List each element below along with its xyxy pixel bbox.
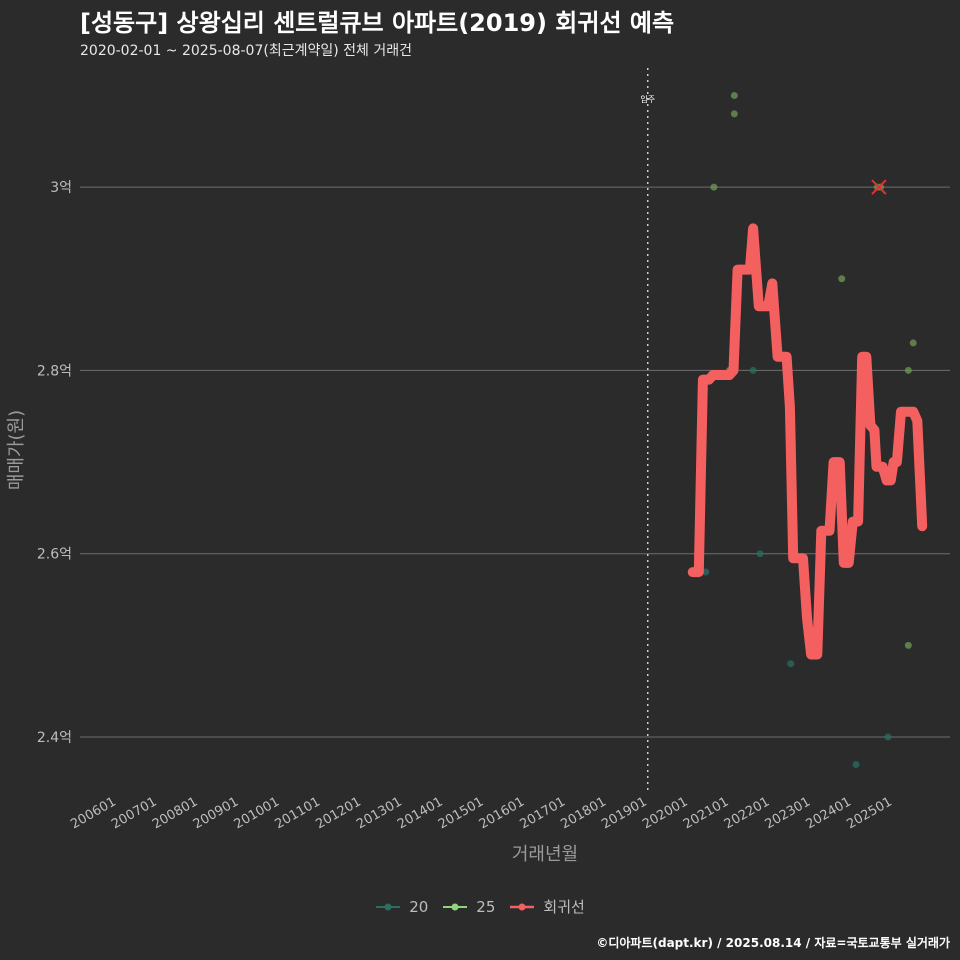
legend-item-regression: 회귀선 (509, 896, 585, 917)
scatter-point-20 (749, 366, 757, 374)
x-tick-label: 201601 (477, 794, 527, 832)
scatter-point-20 (852, 761, 860, 769)
x-tick-label: 200801 (150, 794, 200, 832)
scatter-point-25 (904, 641, 912, 649)
scatter-point-25 (838, 275, 846, 283)
x-tick-label: 202301 (763, 794, 813, 832)
x-tick-label: 201701 (518, 794, 568, 832)
scatter-point-25 (730, 110, 738, 118)
x-tick-label: 202401 (803, 794, 853, 832)
y-axis-title: 매매가(원) (6, 410, 27, 490)
scatter-point-25 (730, 91, 738, 99)
x-tick-label: 202201 (722, 794, 772, 832)
source-caption: ©디아파트(dapt.kr) / 2025.08.14 / 자료=국토교통부 실… (596, 936, 950, 950)
x-tick-label: 201001 (232, 794, 282, 832)
y-tick-label: 2.6억 (37, 547, 72, 563)
scatter-point-20 (884, 733, 892, 741)
scatter-point-25 (904, 366, 912, 374)
y-tick-label: 2.4억 (37, 730, 72, 746)
y-tick-label: 3억 (50, 180, 72, 196)
x-tick-label: 202001 (640, 794, 690, 832)
legend: 20 25 회귀선 (0, 896, 960, 917)
x-tick-label: 201101 (272, 794, 322, 832)
x-tick-label: 202501 (844, 794, 894, 832)
x-axis-title: 거래년월 (512, 844, 578, 865)
scatter-point-20 (787, 660, 795, 668)
x-tick-label: 200901 (191, 794, 241, 832)
move-in-label: 입주 (640, 95, 655, 104)
legend-label-25: 25 (476, 897, 496, 916)
x-tick-label: 201201 (313, 794, 363, 832)
legend-label-20: 20 (409, 897, 429, 916)
x-tick-label: 202101 (681, 794, 731, 832)
regression-line (687, 223, 928, 660)
latest-x-marker (871, 179, 887, 195)
scatter-point-20 (756, 550, 764, 558)
chart-title: [성동구] 상왕십리 센트럴큐브 아파트(2019) 회귀선 예측 (80, 9, 675, 37)
scatter-point-20 (702, 568, 710, 576)
x-tick-label: 200601 (68, 794, 118, 832)
legend-item-25: 25 (442, 898, 495, 916)
scatter-point-25 (909, 339, 917, 347)
scatter-point-25 (877, 183, 885, 191)
legend-key-25 (443, 903, 468, 910)
legend-key-regression (510, 903, 535, 910)
x-tick-label: 201301 (354, 794, 404, 832)
legend-item-20: 20 (375, 898, 428, 916)
chart-subtitle: 2020-02-01 ~ 2025-08-07(최근계약일) 전체 거래건 (80, 43, 412, 59)
legend-label-regression: 회귀선 (543, 898, 585, 916)
x-tick-label: 201801 (558, 794, 608, 832)
legend-key-20 (376, 903, 401, 910)
x-tick-label: 200701 (109, 794, 159, 832)
scatter-point-25 (710, 183, 718, 191)
x-tick-label: 201401 (395, 794, 445, 832)
y-tick-label: 2.8억 (37, 363, 72, 379)
x-tick-label: 201901 (599, 794, 649, 832)
x-tick-label: 201501 (436, 794, 486, 832)
